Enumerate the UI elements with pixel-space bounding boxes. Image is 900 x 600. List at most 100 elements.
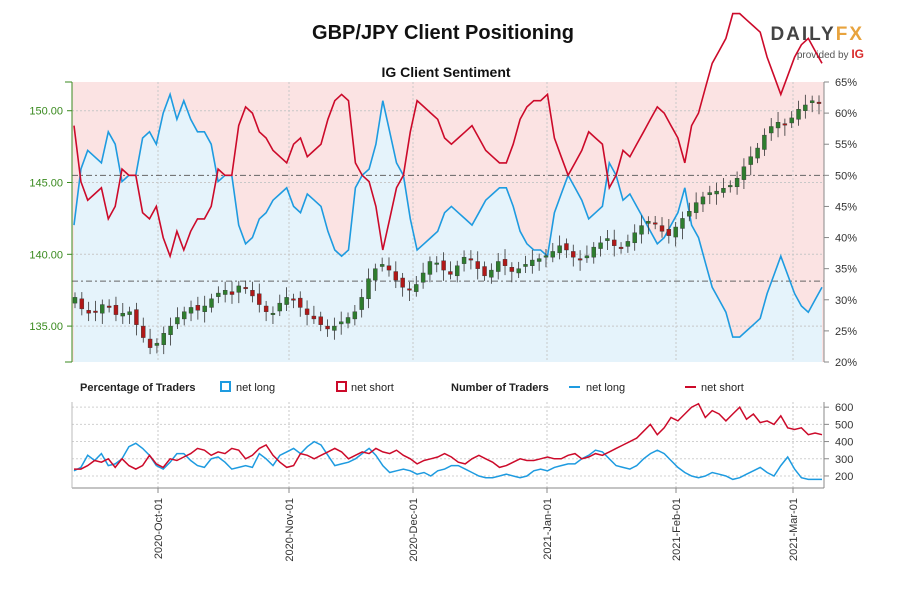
candle-body-95 <box>721 188 726 193</box>
candle-body-61 <box>489 269 494 278</box>
count-tick-label-0: 600 <box>835 402 853 414</box>
candle-body-11 <box>147 338 153 348</box>
candle-body-93 <box>707 192 712 195</box>
candle-body-15 <box>175 317 180 325</box>
candle-body-100 <box>755 147 760 159</box>
dailyfx-logo: DAILYFX provided by IG <box>770 24 864 61</box>
candle-body-12 <box>154 343 160 346</box>
candle-body-35 <box>311 315 317 320</box>
candle-body-98 <box>741 166 747 180</box>
candle-body-84 <box>646 221 651 224</box>
count-tick-label-2: 400 <box>835 437 853 449</box>
candle-body-85 <box>652 222 658 225</box>
candle-body-26 <box>250 290 255 297</box>
date-tick-label-4: 2021-Feb-01 <box>671 498 683 561</box>
candle-body-39 <box>339 321 344 325</box>
candle-body-29 <box>270 312 276 315</box>
candle-body-54 <box>441 260 446 271</box>
trader-count-panel: 600 500 400 300 200 2020-Oct-01 2020-Nov-01 202… <box>71 402 853 562</box>
brand-provided-text: provided by <box>796 50 849 61</box>
date-tick-label-3: 2021-Jan-01 <box>542 498 554 560</box>
candle-body-44 <box>373 268 378 281</box>
candle-body-106 <box>796 109 801 120</box>
candle-body-21 <box>216 292 221 297</box>
candle-body-96 <box>728 185 733 188</box>
candle-body-87 <box>666 228 672 236</box>
candle-body-33 <box>298 297 303 308</box>
candle-body-6 <box>113 305 119 315</box>
sentiment-panel: 150.00 145.00 140.00 135.00 65% 60% 55% 50% 45% 4… <box>29 12 857 369</box>
candle-body-70 <box>550 251 555 258</box>
legend-num-title: Number of Traders <box>451 382 549 394</box>
candle-body-101 <box>762 134 767 150</box>
candle-body-38 <box>332 325 337 331</box>
candle-body-32 <box>291 298 296 301</box>
ig-logo: IG <box>851 47 864 61</box>
candle-body-31 <box>284 297 289 305</box>
candle-body-109 <box>816 101 822 104</box>
candle-body-94 <box>714 190 719 195</box>
candle-body-40 <box>345 317 351 324</box>
pct-tick-label-0: 65% <box>835 77 857 89</box>
candle-body-78 <box>605 238 610 241</box>
legend-pct-short-label: net short <box>351 382 394 394</box>
candle-body-49 <box>407 288 412 291</box>
candle-body-91 <box>693 202 699 213</box>
chart-legend: Percentage of Traders net long net short… <box>80 381 744 394</box>
count-plot-area <box>72 402 824 488</box>
count-tick-label-1: 500 <box>835 419 853 431</box>
candle-body-14 <box>168 325 173 335</box>
candle-body-3 <box>93 310 98 313</box>
pct-tick-label-5: 40% <box>835 233 857 245</box>
candle-body-58 <box>468 258 474 261</box>
candle-body-76 <box>591 246 596 258</box>
candle-body-67 <box>530 259 535 266</box>
candle-body-64 <box>509 267 515 272</box>
candle-body-108 <box>809 100 815 104</box>
candle-body-88 <box>673 226 678 238</box>
candle-body-5 <box>106 305 112 308</box>
pct-tick-label-7: 30% <box>835 295 857 307</box>
candle-body-71 <box>557 245 562 254</box>
candle-body-19 <box>202 305 207 312</box>
candle-body-105 <box>789 117 794 124</box>
candle-body-56 <box>455 265 460 277</box>
net-long-count-line <box>73 440 822 481</box>
legend-pct-long-label: net long <box>236 382 275 394</box>
candle-body-107 <box>803 104 808 111</box>
pct-tick-label-1: 60% <box>835 108 857 120</box>
candle-body-82 <box>632 232 637 244</box>
pct-tick-label-6: 35% <box>835 264 857 276</box>
candle-body-51 <box>420 272 426 283</box>
pct-tick-label-3: 50% <box>835 170 857 182</box>
pct-tick-label-8: 25% <box>835 326 857 338</box>
price-tick-label-1: 145.00 <box>29 178 63 190</box>
candle-body-17 <box>188 307 194 314</box>
legend-pct-long-swatch <box>220 381 231 392</box>
candle-body-99 <box>748 156 753 165</box>
candle-body-66 <box>523 264 528 267</box>
candle-body-72 <box>564 243 569 251</box>
candle-body-2 <box>86 310 91 314</box>
candle-body-60 <box>482 266 487 277</box>
candle-body-89 <box>680 218 685 229</box>
count-tick-label-3: 300 <box>835 454 853 466</box>
candle-body-80 <box>618 246 624 249</box>
pct-tick-label-2: 55% <box>835 139 857 151</box>
candle-body-42 <box>359 297 364 310</box>
net-short-pct-line <box>73 12 823 259</box>
candle-body-48 <box>400 277 405 288</box>
candle-body-63 <box>502 259 508 266</box>
candle-body-28 <box>263 305 269 312</box>
candle-body-92 <box>700 196 706 205</box>
candle-body-10 <box>141 325 146 338</box>
candle-body-65 <box>516 268 521 274</box>
candle-body-62 <box>495 261 501 272</box>
provided-by-ig: provided by IG <box>770 47 864 61</box>
candle-body-77 <box>598 242 603 249</box>
candle-body-18 <box>195 305 201 311</box>
candle-body-24 <box>236 285 242 293</box>
date-tick-label-2: 2020-Dec-01 <box>408 498 420 562</box>
candle-body-68 <box>536 258 542 262</box>
